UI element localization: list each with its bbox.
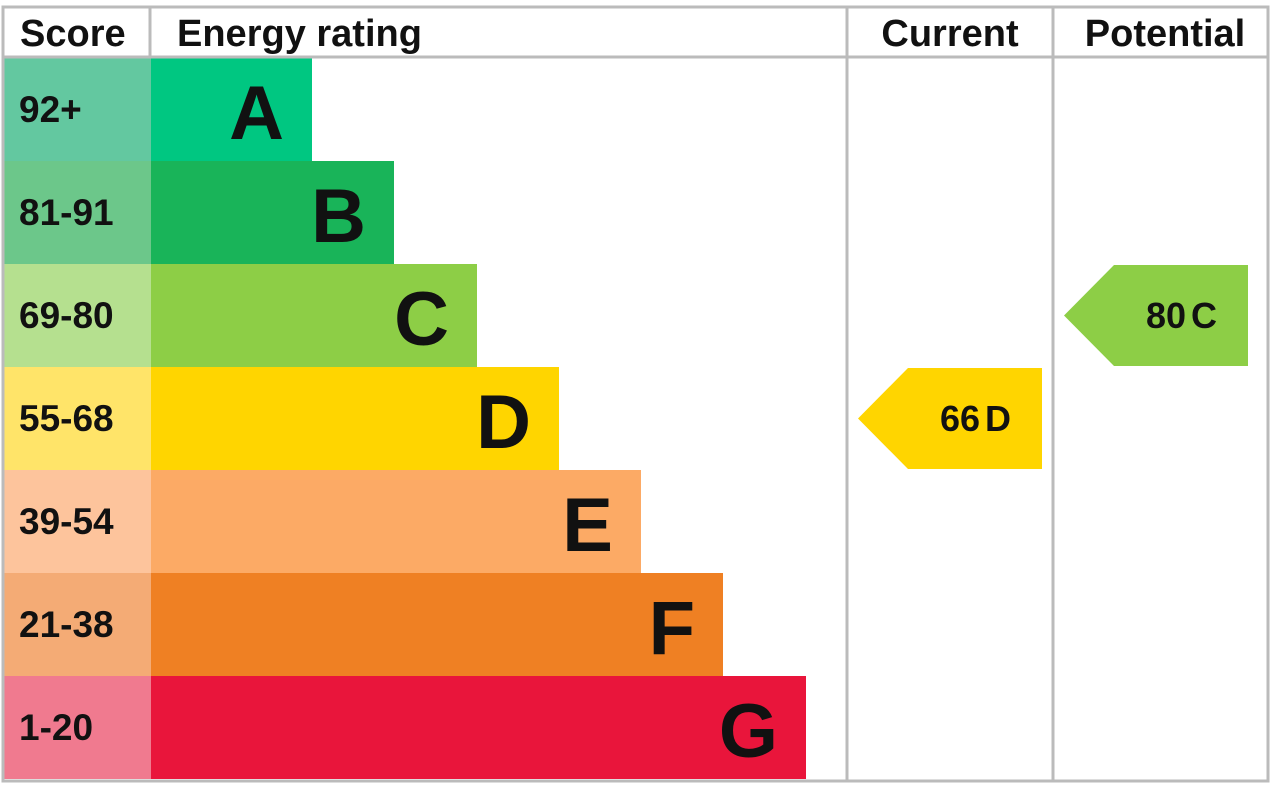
rating-bar	[151, 161, 394, 264]
score-cell	[4, 470, 151, 573]
rating-letter: G	[719, 689, 778, 774]
potential-letter: C	[1191, 295, 1217, 336]
current-value: 66	[940, 398, 980, 439]
score-label: 55-68	[19, 398, 114, 439]
score-label: 21-38	[19, 604, 114, 645]
score-cell	[4, 573, 151, 676]
score-label: 39-54	[19, 501, 114, 542]
rating-letter: F	[649, 586, 695, 671]
score-cell	[4, 676, 151, 779]
rating-bar	[151, 470, 641, 573]
rating-letter: C	[394, 277, 449, 362]
rating-bar	[151, 573, 723, 676]
score-cell	[4, 367, 151, 470]
rating-letter: E	[562, 483, 613, 568]
potential-value: 80	[1146, 295, 1186, 336]
current-arrow	[858, 368, 1042, 469]
potential-arrow	[1064, 265, 1248, 366]
bands: 92+ A 81-91 B 69-80 C 55-68 D 39-54 E 21-38 F 1-20 G	[4, 58, 806, 779]
rating-bar	[151, 676, 806, 779]
score-label: 81-91	[19, 192, 114, 233]
score-label: 1-20	[19, 707, 93, 748]
rating-bar	[151, 264, 477, 367]
score-label: 92+	[19, 89, 82, 130]
current-letter: D	[985, 398, 1011, 439]
header-score: Score	[20, 13, 126, 55]
rating-bar	[151, 367, 559, 470]
score-label: 69-80	[19, 295, 114, 336]
header-potential: Potential	[1085, 13, 1245, 55]
rating-letter: B	[311, 174, 366, 259]
rating-letter: D	[476, 380, 531, 465]
rating-bar	[151, 58, 312, 161]
header-current: Current	[881, 13, 1019, 55]
frame	[1, 5, 1270, 783]
grid	[1, 5, 1270, 783]
score-cell	[4, 264, 151, 367]
score-cell	[4, 161, 151, 264]
score-cell	[4, 58, 151, 161]
rating-letter: A	[229, 71, 284, 156]
header-rating: Energy rating	[177, 13, 422, 55]
